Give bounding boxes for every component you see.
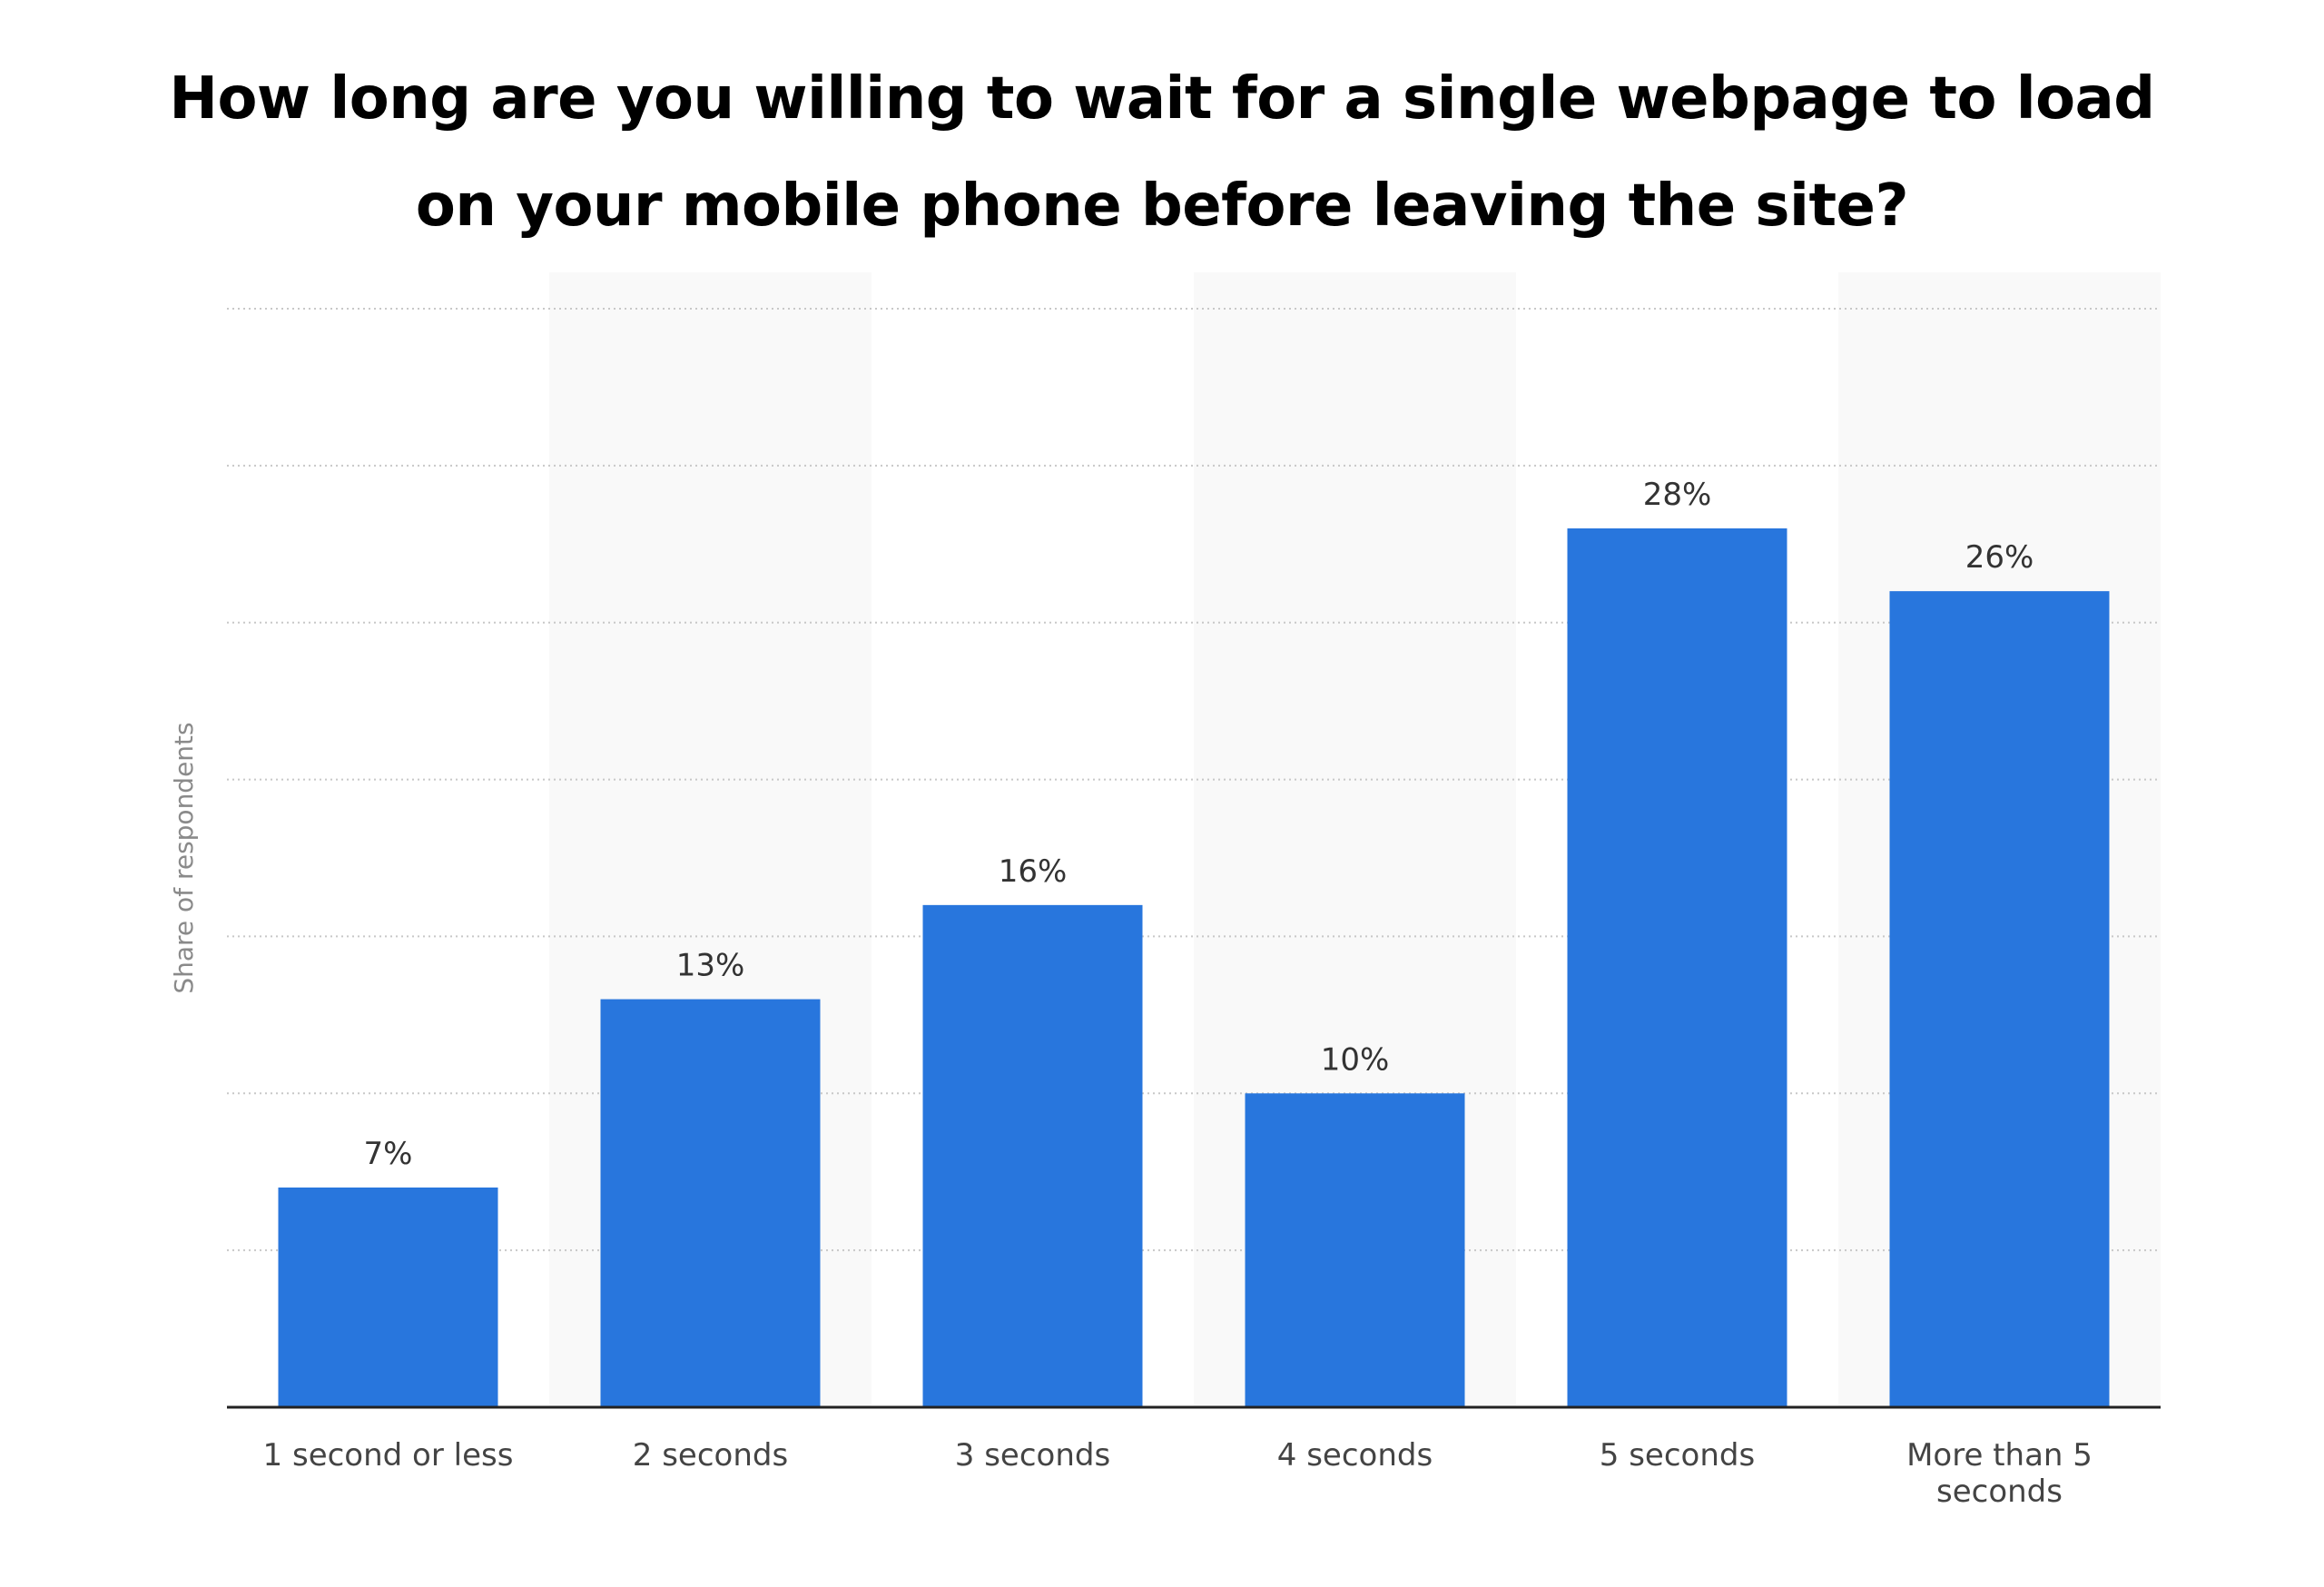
x-tick-label-1: 1 second or less — [263, 1437, 514, 1474]
x-tick-label-line: 4 seconds — [1277, 1437, 1433, 1474]
x-tick-label-line: 3 seconds — [955, 1437, 1110, 1474]
gridlines — [227, 308, 2161, 1252]
data-label-2: 13% — [676, 948, 745, 984]
y-axis-title: Share of respondents — [169, 722, 199, 993]
bar-4 — [1245, 1093, 1465, 1407]
data-label-5: 28% — [1643, 477, 1712, 513]
x-tick-label-line: 1 second or less — [263, 1437, 514, 1474]
data-label-1: 7% — [364, 1136, 413, 1172]
x-tick-label-line: More than 5 — [1906, 1437, 2093, 1474]
x-tick-label-2: 2 seconds — [633, 1437, 788, 1474]
bar-6 — [1889, 591, 2110, 1407]
bar-3 — [922, 904, 1143, 1407]
data-label-6: 26% — [1965, 539, 2034, 576]
bar-2 — [600, 999, 821, 1407]
x-tick-label-line: 2 seconds — [633, 1437, 788, 1474]
x-tick-label-line: 5 seconds — [1600, 1437, 1755, 1474]
bar-1 — [278, 1188, 498, 1407]
x-tick-label-4: 4 seconds — [1277, 1437, 1433, 1474]
data-label-4: 10% — [1321, 1041, 1390, 1078]
x-tick-label-3: 3 seconds — [955, 1437, 1110, 1474]
bar-5 — [1567, 528, 1787, 1407]
x-tick-label-6: More than 5 seconds — [1906, 1437, 2093, 1510]
chart-title: How long are you willing to wait for a s… — [169, 65, 2155, 240]
data-label-3: 16% — [999, 853, 1068, 890]
x-tick-label-5: 5 seconds — [1600, 1437, 1755, 1474]
x-tick-labels: 1 second or less 2 seconds 3 seconds 4 seco… — [263, 1437, 2093, 1510]
x-tick-label-line: seconds — [1936, 1474, 2063, 1510]
bars — [278, 528, 2110, 1407]
data-labels: 7% 13% 16% 10% 28% 26% — [364, 477, 2034, 1172]
